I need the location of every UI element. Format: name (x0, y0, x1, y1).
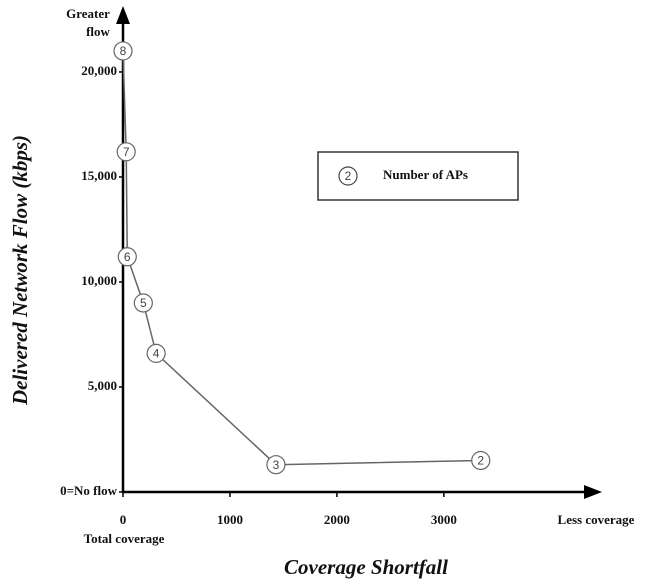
y-tick-label: 15,000 (81, 168, 117, 183)
x-tick-label: 3000 (431, 512, 457, 527)
point-label: 8 (120, 44, 127, 58)
point (266, 455, 286, 475)
point (113, 41, 133, 61)
x-tick-label: 1000 (217, 512, 243, 527)
point (117, 247, 137, 267)
point-label: 4 (153, 347, 160, 361)
point-label: 3 (273, 458, 280, 472)
y-axis-title: Delivered Network Flow (kbps) (8, 135, 32, 406)
x-axis-title: Coverage Shortfall (284, 555, 448, 579)
y-end-label: flow (86, 24, 110, 39)
y-arrow (116, 6, 130, 24)
legend-symbol-circle (338, 166, 358, 186)
y-tick-label: 10,000 (81, 273, 117, 288)
x-origin-label: Total coverage (84, 531, 165, 546)
x-end-label: Less coverage (558, 512, 635, 527)
point (116, 142, 136, 162)
point (133, 293, 153, 313)
y-tick-label: 5,000 (88, 378, 117, 393)
point-label: 6 (124, 250, 131, 264)
x-arrow (584, 485, 602, 499)
legend-symbol: 2 (345, 169, 352, 183)
point (146, 343, 166, 363)
y-tick-label: 0=No flow (60, 483, 117, 498)
point-label: 2 (477, 454, 484, 468)
x-tick-label: 0 (120, 512, 127, 527)
point-label: 7 (123, 145, 130, 159)
x-tick-label: 2000 (324, 512, 350, 527)
y-tick-label: 20,000 (81, 63, 117, 78)
y-end-label: Greater (66, 6, 110, 21)
series-line (122, 50, 481, 466)
point-label: 5 (140, 296, 147, 310)
legend-label: Number of APs (383, 167, 468, 182)
point (471, 450, 491, 471)
